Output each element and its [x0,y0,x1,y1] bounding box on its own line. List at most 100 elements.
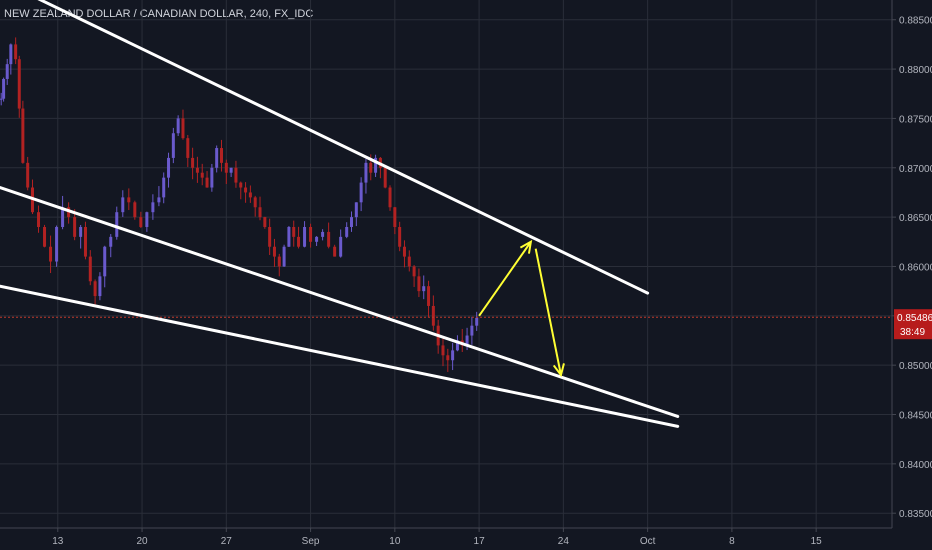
candle-body-92 [465,335,469,346]
candle-body-38 [195,167,199,173]
arrow-up-shaft [478,241,532,317]
candle-body-24 [121,197,125,213]
middle-support-line [0,186,680,418]
candle-body-64 [327,231,331,247]
candle-body-25 [127,197,131,203]
candle-body-10 [43,226,47,247]
candle-body-27 [139,217,143,227]
candle-body-67 [345,226,349,237]
y-tick-label-7: 0.85000 [899,361,932,372]
candle-body-9 [37,212,41,227]
candle-body-18 [88,256,92,282]
candle-body-40 [205,177,209,188]
candle-body-23 [115,212,119,237]
candles [0,37,479,372]
x-tick-label-0: 13 [52,536,64,547]
candle-body-81 [412,266,416,277]
candle-body-15 [73,217,77,237]
y-tick-label-3: 0.87000 [899,164,932,175]
candle-body-52 [263,217,267,227]
candle-body-57 [287,226,291,247]
candle-body-0 [0,98,3,100]
grid [0,0,892,528]
candle-body-42 [215,148,219,168]
y-tick-label-4: 0.86500 [899,213,932,224]
candle-body-82 [417,276,421,292]
lower-support-line [0,284,680,428]
y-tick-label-1: 0.88000 [899,65,932,76]
candle-body-93 [470,325,474,336]
candle-body-46 [234,167,238,183]
arrow-down-shaft [534,248,562,376]
candle-body-31 [162,177,166,198]
candle-body-63 [321,231,325,237]
candle-body-45 [229,167,233,173]
candle-body-83 [422,286,426,292]
candle-body-54 [272,246,276,257]
candle-body-20 [98,276,102,297]
candle-body-71 [364,162,368,183]
candle-body-80 [407,256,411,267]
y-tick-label-0: 0.88500 [899,16,932,27]
candle-body-69 [354,202,358,218]
arrow-up-head [519,239,533,254]
candle-body-37 [191,157,195,168]
candle-body-79 [402,246,406,257]
arrow-down-head [552,363,565,378]
candle-body-59 [297,236,301,247]
x-tick-label-2: 27 [221,536,233,547]
candle-body-60 [303,226,307,247]
candle-body-12 [55,226,59,262]
candle-body-56 [282,246,286,267]
candle-body-41 [210,167,214,188]
x-tick-label-5: 17 [474,536,486,547]
candle-body-62 [315,236,319,242]
candle-body-43 [219,148,223,163]
candle-body-28 [145,212,149,227]
candle-body-53 [268,226,272,247]
x-tick-label-9: 15 [811,536,823,547]
candle-body-2 [5,64,9,79]
candle-body-65 [333,246,337,257]
countdown-label: 38:49 [900,327,925,338]
candle-body-6 [21,108,25,163]
candle-body-50 [253,197,257,208]
candle-body-68 [350,217,354,227]
candle-body-73 [374,157,378,173]
time-axis-bg [0,528,932,550]
candle-body-29 [151,202,155,213]
candle-body-85 [431,305,435,326]
candle-body-35 [181,118,185,139]
candle-body-36 [186,138,190,158]
candle-body-87 [441,345,445,356]
candle-body-78 [398,226,402,247]
candle-body-76 [388,187,392,208]
x-tick-label-8: 8 [729,536,735,547]
candle-body-30 [157,197,161,203]
candle-body-49 [248,192,252,198]
candle-body-84 [427,286,431,306]
arrows [478,239,565,378]
candle-body-3 [9,44,13,65]
candle-body-4 [14,44,18,60]
x-tick-label-3: Sep [302,536,320,547]
candle-body-16 [79,226,83,237]
candle-body-22 [109,236,113,247]
y-tick-label-9: 0.84000 [899,460,932,471]
x-tick-label-6: 24 [558,536,570,547]
candle-body-34 [176,118,180,134]
candle-body-58 [292,226,296,237]
x-tick-label-7: Oct [640,536,656,547]
candle-body-48 [244,187,248,193]
candle-body-11 [49,246,53,262]
x-tick-label-1: 20 [136,536,148,547]
candle-body-13 [61,207,65,227]
price-axis-bg [892,0,932,550]
candle-body-39 [200,172,204,178]
current-price-label: 0.85486 [897,313,932,324]
y-tick-label-8: 0.84500 [899,411,932,422]
candle-body-72 [369,162,373,173]
candle-body-55 [277,256,281,267]
